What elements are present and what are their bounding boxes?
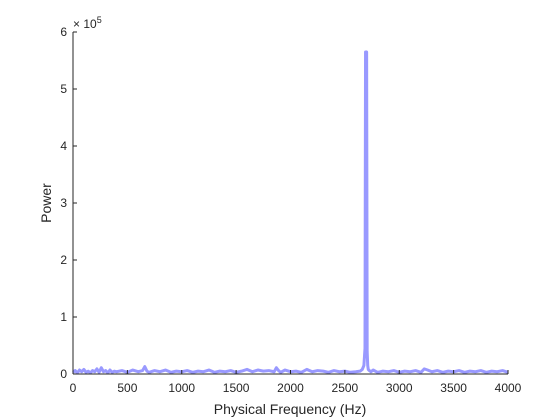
y-tick-label: 1 — [60, 310, 67, 324]
x-axis-label: Physical Frequency (Hz) — [214, 401, 367, 417]
y-exponent-base: × 10 — [73, 17, 97, 31]
y-tick-label: 0 — [60, 367, 67, 381]
x-tick-label: 2000 — [277, 381, 304, 395]
y-tick-label: 5 — [60, 82, 67, 96]
x-tick-label: 500 — [117, 381, 137, 395]
x-tick-label: 1000 — [168, 381, 195, 395]
y-axis-exponent: × 105 — [73, 15, 102, 31]
y-axis-label: Power — [38, 183, 54, 223]
y-tick-label: 6 — [60, 25, 67, 39]
x-tick-label: 0 — [70, 381, 77, 395]
plot-area — [72, 50, 509, 375]
y-exponent-power: 5 — [97, 15, 102, 25]
x-tick-label: 3500 — [440, 381, 467, 395]
x-tick-label: 4000 — [495, 381, 522, 395]
x-tick-label: 3000 — [386, 381, 413, 395]
y-tick-label: 2 — [60, 253, 67, 267]
x-axis: 0 500 1000 1500 2000 2500 3000 3500 4000 — [70, 370, 522, 395]
x-tick-label: 2500 — [332, 381, 359, 395]
y-tick-label: 3 — [60, 196, 67, 210]
y-axis: 0 1 2 3 4 5 6 — [60, 25, 77, 381]
series-line-0 — [72, 50, 509, 375]
y-tick-label: 4 — [60, 139, 67, 153]
x-tick-label: 1500 — [223, 381, 250, 395]
